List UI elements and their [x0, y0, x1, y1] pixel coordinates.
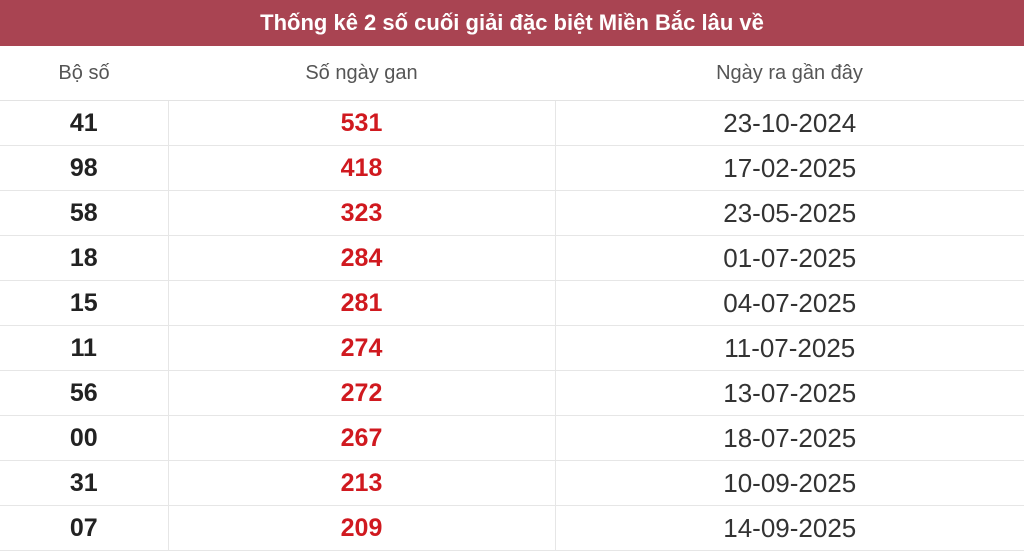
table-row: 15 281 04-07-2025 — [0, 280, 1024, 326]
so-ngay-gan-cell: 209 — [167, 505, 555, 551]
bo-so-cell: 18 — [0, 235, 168, 281]
bo-so-cell: 58 — [0, 190, 168, 236]
table-row: 07 209 14-09-2025 — [0, 505, 1024, 551]
bo-so-cell: 11 — [0, 325, 168, 371]
table-row: 31 213 10-09-2025 — [0, 460, 1024, 506]
ngay-ra-cell: 01-07-2025 — [554, 235, 1024, 281]
ngay-ra-cell: 11-07-2025 — [554, 325, 1024, 371]
so-ngay-gan-cell: 284 — [167, 235, 555, 281]
table-row: 41 531 23-10-2024 — [0, 100, 1024, 146]
bo-so-cell: 31 — [0, 460, 168, 506]
ngay-ra-cell: 04-07-2025 — [554, 280, 1024, 326]
table-row: 58 323 23-05-2025 — [0, 190, 1024, 236]
so-ngay-gan-cell: 272 — [167, 370, 555, 416]
so-ngay-gan-cell: 323 — [167, 190, 555, 236]
table-row: 11 274 11-07-2025 — [0, 325, 1024, 371]
table-row: 98 418 17-02-2025 — [0, 145, 1024, 191]
so-ngay-gan-cell: 418 — [167, 145, 555, 191]
so-ngay-gan-cell: 274 — [167, 325, 555, 371]
ngay-ra-cell: 13-07-2025 — [554, 370, 1024, 416]
bo-so-cell: 15 — [0, 280, 168, 326]
bo-so-cell: 56 — [0, 370, 168, 416]
ngay-ra-cell: 14-09-2025 — [554, 505, 1024, 551]
ngay-ra-cell: 23-10-2024 — [554, 100, 1024, 146]
column-header-so-ngay-gan: Số ngày gan — [168, 46, 555, 101]
bo-so-cell: 00 — [0, 415, 168, 461]
table-row: 00 267 18-07-2025 — [0, 415, 1024, 461]
ngay-ra-cell: 23-05-2025 — [554, 190, 1024, 236]
bo-so-cell: 07 — [0, 505, 168, 551]
ngay-ra-cell: 18-07-2025 — [554, 415, 1024, 461]
bo-so-cell: 41 — [0, 100, 168, 146]
ngay-ra-cell: 17-02-2025 — [554, 145, 1024, 191]
table-title: Thống kê 2 số cuối giải đặc biệt Miền Bắ… — [0, 0, 1024, 46]
so-ngay-gan-cell: 213 — [167, 460, 555, 506]
so-ngay-gan-cell: 267 — [167, 415, 555, 461]
table-row: 56 272 13-07-2025 — [0, 370, 1024, 416]
column-header-ngay-ra: Ngày ra gần đây — [555, 46, 1024, 101]
so-ngay-gan-cell: 531 — [167, 100, 555, 146]
so-ngay-gan-cell: 281 — [167, 280, 555, 326]
header-row: Bộ số Số ngày gan Ngày ra gần đây — [0, 46, 1024, 101]
table-row: 18 284 01-07-2025 — [0, 235, 1024, 281]
ngay-ra-cell: 10-09-2025 — [554, 460, 1024, 506]
bo-so-cell: 98 — [0, 145, 168, 191]
column-header-bo-so: Bộ số — [0, 46, 168, 101]
stats-table: Bộ số Số ngày gan Ngày ra gần đây 41 531 2… — [0, 46, 1024, 551]
